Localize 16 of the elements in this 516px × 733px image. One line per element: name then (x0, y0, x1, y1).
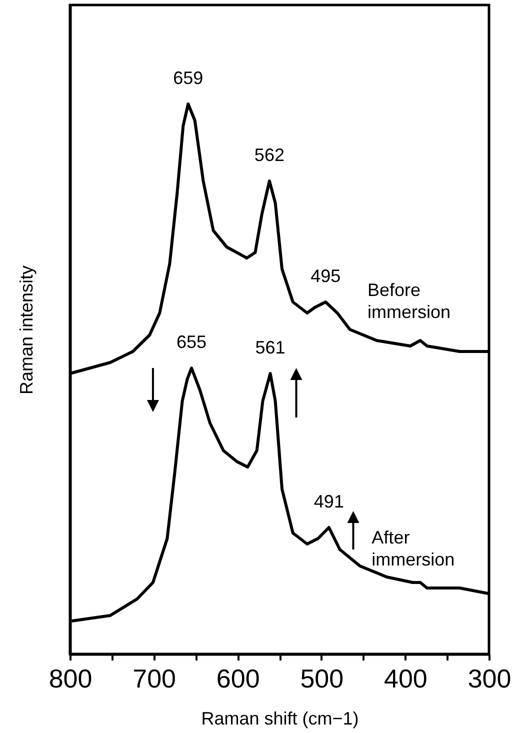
annotation: 562 (254, 145, 284, 165)
legend-label: After immersion (372, 528, 455, 570)
x-tick-label: 500 (300, 664, 344, 694)
x-tick-label: 400 (384, 664, 428, 694)
y-axis-title: Raman intensity (16, 265, 36, 395)
annotation: 655 (176, 332, 207, 352)
x-tick-label: 600 (216, 664, 260, 694)
annotation: 491 (314, 492, 344, 512)
x-tick-label: 700 (132, 664, 176, 694)
annotation: 561 (255, 338, 286, 358)
x-tick-label: 800 (48, 664, 92, 694)
series-label: Before immersion (367, 280, 451, 322)
annotation: 495 (310, 266, 341, 286)
annotation: 659 (173, 68, 204, 88)
x-axis-title: Raman shift (cm−1) (201, 708, 359, 728)
x-tick-label: 300 (468, 664, 512, 694)
